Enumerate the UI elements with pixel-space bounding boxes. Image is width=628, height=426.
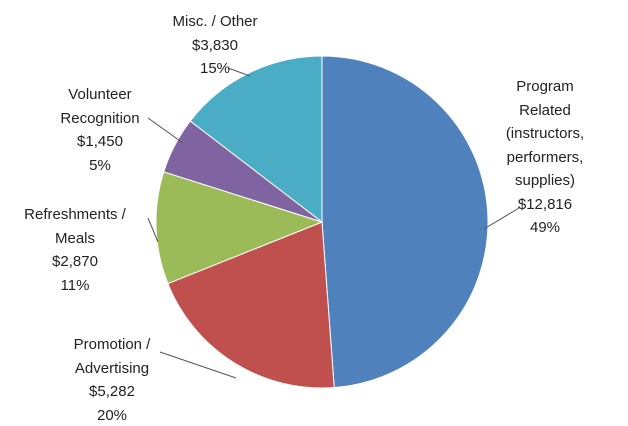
slice-label: Program Related (instructors, performers… (504, 75, 587, 240)
pie-slice (321, 55, 489, 389)
leader-line (159, 351, 237, 379)
slice-label: Promotion / Advertising $5,282 20% (74, 333, 151, 426)
pie-slice (189, 55, 323, 224)
leader-line (147, 217, 159, 243)
leader-line (227, 67, 251, 77)
percent-label: 15% (199, 60, 231, 77)
slice-label: Misc. / Other $3,830 15% (172, 10, 257, 81)
value-label: $1,450 (77, 133, 123, 150)
category-label: Misc. / Other (172, 13, 258, 30)
pie-slice (155, 171, 324, 285)
category-label: Promotion / Advertising (73, 336, 151, 377)
slices (155, 55, 489, 389)
value-label: $12,816 (517, 195, 573, 213)
percent-label: 5% (89, 156, 111, 174)
slice-label: Refreshments / Meals $2,870 11% (24, 203, 126, 297)
percent-label: 11% (60, 276, 90, 294)
value-label: $5,282 (89, 383, 135, 400)
category-label: Refreshments / Meals (24, 206, 126, 247)
percent-label: 49% (529, 219, 561, 236)
category-label: Program Related (instructors, performers… (505, 78, 585, 189)
category-label: Volunteer Recognition (60, 86, 140, 127)
leader-line (483, 207, 520, 230)
leader-line (147, 117, 184, 144)
slice-label: Volunteer Recognition $1,450 5% (60, 83, 139, 177)
pie-slice (167, 221, 335, 389)
percent-label: 20% (96, 406, 128, 424)
value-label: $2,870 (52, 253, 98, 270)
value-label: $3,830 (192, 36, 238, 54)
